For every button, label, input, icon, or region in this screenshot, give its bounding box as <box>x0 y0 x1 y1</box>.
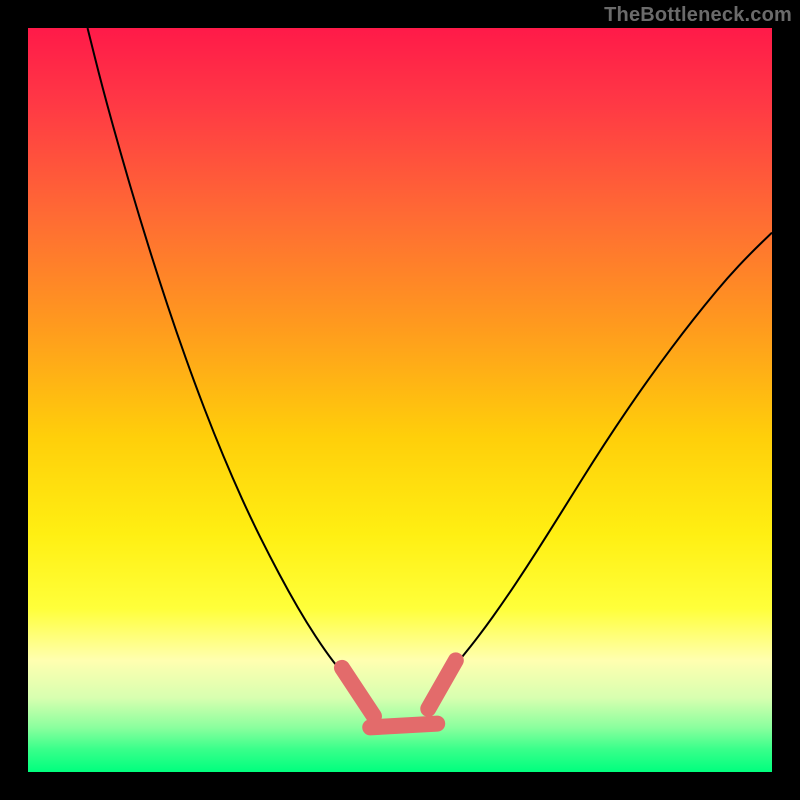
bottom-red-dash <box>370 724 437 728</box>
plot-background <box>28 28 772 772</box>
figure-root: TheBottleneck.com <box>0 0 800 800</box>
bottleneck-chart <box>28 28 772 772</box>
watermark-text: TheBottleneck.com <box>604 4 792 27</box>
